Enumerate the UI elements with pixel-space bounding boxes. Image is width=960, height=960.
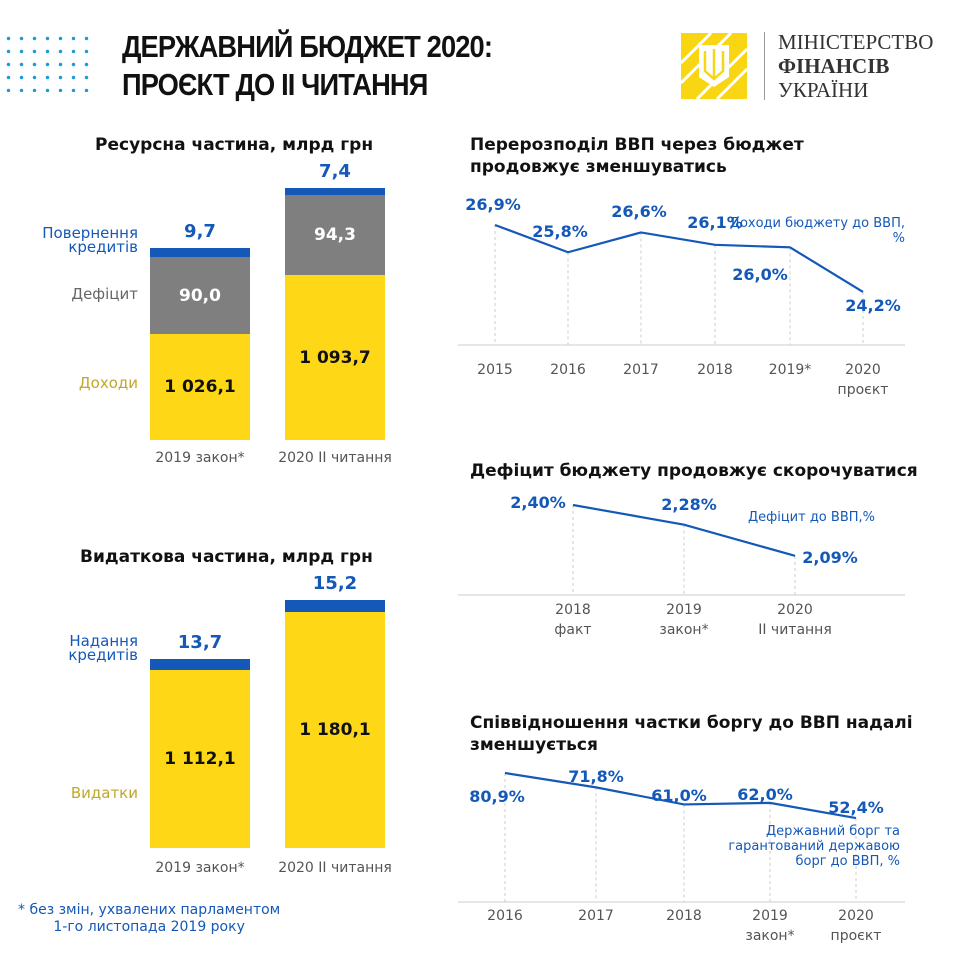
decorative-dots — [2, 32, 94, 92]
bar-value: 1 180,1 — [299, 720, 371, 740]
data-label: 71,8% — [568, 767, 624, 787]
data-label: 2,28% — [661, 494, 717, 514]
x-axis-label: 2017 — [578, 908, 614, 924]
debt-chart-title: Співвідношення частки боргу до ВВП надал… — [470, 713, 913, 755]
x-axis-label: 2020 ІІ читання — [278, 860, 392, 876]
bar-segment-1: 94,3 — [285, 195, 385, 275]
bar-value: 94,3 — [314, 225, 356, 245]
x-axis-label: 2019 закон* — [155, 450, 245, 466]
data-label: 80,9% — [469, 787, 525, 806]
x-axis-label: 2019 закон* — [745, 908, 795, 944]
x-axis-label: 2019 закон* — [659, 602, 709, 638]
bar-segment-2 — [285, 188, 385, 195]
bar-value: 90,0 — [179, 285, 221, 306]
bar-top-value: 9,7 — [184, 221, 216, 242]
bar-segment-0: 1 093,7 — [285, 275, 385, 440]
x-axis-label: 2019* — [768, 362, 812, 378]
series-label: Дефіцит до ВВП,% — [747, 510, 875, 525]
bar-value: 1 112,1 — [164, 749, 236, 769]
x-axis-label: 2020 ІІ читання — [758, 602, 832, 638]
x-axis-label: 2016 — [550, 362, 586, 378]
bar-segment-2 — [150, 248, 250, 257]
resource-chart-title: Ресурсна частина, млрд грн — [95, 135, 374, 155]
x-axis-label: 2016 — [487, 908, 523, 924]
data-label: 61,0% — [651, 786, 707, 806]
series-line — [504, 771, 857, 820]
bar-segment-1 — [150, 659, 250, 670]
bar-segment-0: 1 112,1 — [150, 670, 250, 848]
legend-label: Видатки — [70, 784, 138, 802]
trident-logo — [681, 33, 747, 99]
bar-top-value: 15,2 — [312, 573, 358, 594]
legend-label: Дефіцит — [71, 285, 138, 303]
x-axis-label: 2019 закон* — [155, 860, 245, 876]
series-line — [494, 223, 864, 293]
data-label: 2,09% — [802, 547, 858, 567]
bar-top-value: 13,7 — [177, 632, 223, 653]
bar-value: 1 026,1 — [164, 377, 236, 397]
data-label: 24,2% — [845, 295, 901, 315]
x-axis-label: 2017 — [623, 362, 659, 378]
x-axis-label: 2020 проєкт — [837, 362, 889, 398]
data-label: 52,4% — [828, 798, 884, 818]
legend-label: Надання кредитів — [68, 632, 138, 664]
legend-label: Повернення кредитів — [42, 224, 138, 256]
series-line — [572, 503, 796, 557]
x-axis-label: 2018 — [697, 362, 733, 378]
bar-segment-0: 1 026,1 — [150, 334, 250, 440]
expense-chart-title: Видаткова частина, млрд грн — [80, 547, 373, 567]
bar-segment-1 — [285, 600, 385, 612]
x-axis-label: 2018 — [666, 908, 702, 924]
bar-segment-0: 1 180,1 — [285, 612, 385, 848]
logo-divider — [764, 32, 765, 100]
data-label: 26,9% — [465, 195, 521, 214]
x-axis-label: 2018 факт — [554, 602, 592, 638]
deficit-chart-title: Дефіцит бюджету продовжує скорочуватися — [470, 461, 918, 481]
data-label: 2,40% — [510, 493, 566, 512]
x-axis-label: 2015 — [477, 362, 513, 378]
series-label: Доходи бюджету до ВВП, % — [729, 216, 905, 246]
data-label: 25,8% — [532, 222, 588, 242]
legend-label: Доходи — [78, 374, 138, 392]
data-label: 62,0% — [737, 784, 793, 804]
series-label: Державний борг та гарантований державою … — [728, 824, 900, 869]
page-title: ДЕРЖАВНИЙ БЮДЖЕТ 2020: ПРОЄКТ ДО ІІ ЧИТАН… — [122, 29, 493, 102]
data-label: 26,6% — [611, 202, 667, 222]
bar-value: 1 093,7 — [299, 347, 371, 368]
data-label: 26,0% — [732, 265, 788, 285]
x-axis-label: 2020 проєкт — [830, 908, 882, 944]
gdp-chart-title: Перерозподіл ВВП через бюджет продовжує … — [470, 135, 804, 177]
bar-segment-1: 90,0 — [150, 257, 250, 334]
ministry-name: МІНІСТЕРСТВО ФІНАНСІВ УКРАЇНИ — [778, 30, 934, 102]
footnote: * без змін, ухвалених парламентом 1-го ли… — [18, 902, 281, 935]
x-axis-label: 2020 ІІ читання — [278, 450, 392, 466]
bar-top-value: 7,4 — [319, 161, 351, 182]
data-label: 26,1% — [687, 212, 743, 232]
